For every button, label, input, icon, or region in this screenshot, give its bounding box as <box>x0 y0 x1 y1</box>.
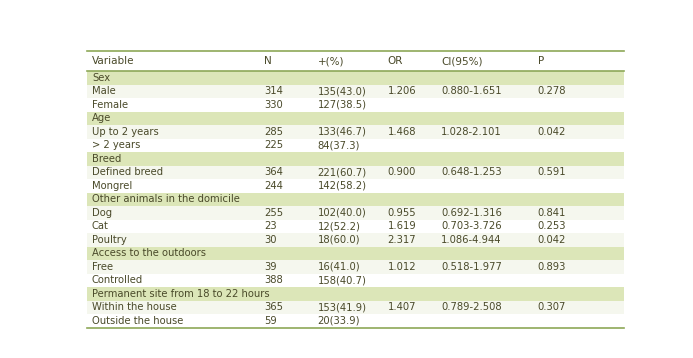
Bar <box>87 206 624 220</box>
Text: 1.028-2.101: 1.028-2.101 <box>441 127 502 137</box>
Bar <box>87 287 624 301</box>
Text: 0.278: 0.278 <box>538 86 566 96</box>
Text: 0.042: 0.042 <box>538 235 566 245</box>
Text: 20(33.9): 20(33.9) <box>317 316 360 326</box>
Bar <box>87 233 624 247</box>
Bar <box>87 220 624 233</box>
Bar <box>87 139 624 152</box>
Text: Other animals in the domicile: Other animals in the domicile <box>92 194 240 204</box>
Text: 102(40.0): 102(40.0) <box>317 208 367 218</box>
Text: 285: 285 <box>264 127 283 137</box>
Text: 2.317: 2.317 <box>387 235 416 245</box>
Text: 1.468: 1.468 <box>387 127 416 137</box>
Text: 84(37.3): 84(37.3) <box>317 140 360 150</box>
Text: 365: 365 <box>264 303 283 313</box>
Text: Variable: Variable <box>92 56 134 66</box>
Text: 59: 59 <box>264 316 277 326</box>
Text: 0.789-2.508: 0.789-2.508 <box>441 303 502 313</box>
Bar <box>87 71 624 84</box>
Text: 23: 23 <box>264 221 277 231</box>
Text: Permanent site from 18 to 22 hours: Permanent site from 18 to 22 hours <box>92 289 270 299</box>
Bar <box>87 152 624 166</box>
Text: > 2 years: > 2 years <box>92 140 141 150</box>
Text: 244: 244 <box>264 181 283 191</box>
Bar <box>87 98 624 112</box>
Text: Up to 2 years: Up to 2 years <box>92 127 159 137</box>
Bar <box>87 314 624 328</box>
Text: 142(58.2): 142(58.2) <box>317 181 367 191</box>
Text: Sex: Sex <box>92 73 110 83</box>
Bar <box>87 260 624 274</box>
Text: 0.648-1.253: 0.648-1.253 <box>441 168 502 177</box>
Bar <box>87 274 624 287</box>
Text: Defined breed: Defined breed <box>92 168 163 177</box>
Text: Access to the outdoors: Access to the outdoors <box>92 248 206 258</box>
Text: 0.900: 0.900 <box>387 168 416 177</box>
Text: Controlled: Controlled <box>92 275 143 285</box>
Text: Poultry: Poultry <box>92 235 127 245</box>
Text: Dog: Dog <box>92 208 112 218</box>
Bar <box>87 84 624 98</box>
Bar <box>87 179 624 193</box>
Bar <box>87 247 624 260</box>
Text: 1.086-4.944: 1.086-4.944 <box>441 235 502 245</box>
Text: 12(52.2): 12(52.2) <box>317 221 360 231</box>
Text: 0.253: 0.253 <box>538 221 566 231</box>
Text: Age: Age <box>92 113 112 124</box>
Text: Cat: Cat <box>92 221 109 231</box>
Text: 225: 225 <box>264 140 283 150</box>
Bar <box>87 166 624 179</box>
Text: 0.591: 0.591 <box>538 168 566 177</box>
Text: Male: Male <box>92 86 116 96</box>
Text: 39: 39 <box>264 262 277 272</box>
Text: 18(60.0): 18(60.0) <box>317 235 360 245</box>
Text: 158(40.7): 158(40.7) <box>317 275 367 285</box>
Text: 127(38.5): 127(38.5) <box>317 100 367 110</box>
Text: 0.955: 0.955 <box>387 208 416 218</box>
Bar <box>87 51 624 71</box>
Text: 0.703-3.726: 0.703-3.726 <box>441 221 502 231</box>
Text: 1.206: 1.206 <box>387 86 416 96</box>
Text: 364: 364 <box>264 168 283 177</box>
Text: CI(95%): CI(95%) <box>441 56 482 66</box>
Text: 0.042: 0.042 <box>538 127 566 137</box>
Text: 0.880-1.651: 0.880-1.651 <box>441 86 502 96</box>
Text: P: P <box>538 56 544 66</box>
Text: 1.619: 1.619 <box>387 221 416 231</box>
Text: 221(60.7): 221(60.7) <box>317 168 367 177</box>
Bar <box>87 125 624 139</box>
Text: 330: 330 <box>264 100 283 110</box>
Text: 135(43.0): 135(43.0) <box>317 86 367 96</box>
Text: Breed: Breed <box>92 154 121 164</box>
Text: 0.841: 0.841 <box>538 208 566 218</box>
Text: 0.307: 0.307 <box>538 303 566 313</box>
Text: 153(41.9): 153(41.9) <box>317 303 367 313</box>
Text: +(%): +(%) <box>317 56 344 66</box>
Bar <box>87 112 624 125</box>
Text: 255: 255 <box>264 208 283 218</box>
Text: 1.407: 1.407 <box>387 303 416 313</box>
Text: Free: Free <box>92 262 113 272</box>
Bar <box>87 301 624 314</box>
Text: 30: 30 <box>264 235 277 245</box>
Text: Within the house: Within the house <box>92 303 177 313</box>
Text: 133(46.7): 133(46.7) <box>317 127 367 137</box>
Text: 16(41.0): 16(41.0) <box>317 262 360 272</box>
Text: Female: Female <box>92 100 128 110</box>
Text: 0.893: 0.893 <box>538 262 566 272</box>
Bar <box>87 193 624 206</box>
Text: Mongrel: Mongrel <box>92 181 132 191</box>
Text: 1.012: 1.012 <box>387 262 416 272</box>
Text: 388: 388 <box>264 275 283 285</box>
Text: 314: 314 <box>264 86 283 96</box>
Text: 0.692-1.316: 0.692-1.316 <box>441 208 502 218</box>
Text: OR: OR <box>387 56 403 66</box>
Text: 0.518-1.977: 0.518-1.977 <box>441 262 502 272</box>
Text: Outside the house: Outside the house <box>92 316 184 326</box>
Text: N: N <box>264 56 272 66</box>
